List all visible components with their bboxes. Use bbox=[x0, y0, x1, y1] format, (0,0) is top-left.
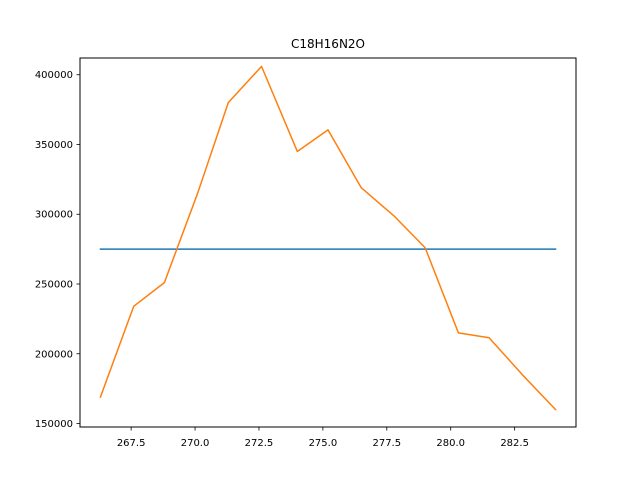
series-layer bbox=[99, 65, 557, 411]
y-tick-label: 400000 bbox=[35, 70, 73, 81]
series-line-2 bbox=[99, 65, 557, 411]
plot-frame bbox=[79, 57, 577, 428]
x-tick-label: 280.0 bbox=[436, 438, 465, 449]
x-tick-label: 270.0 bbox=[181, 438, 210, 449]
y-axis: 150000 200000 250000 300000 350000 400000 bbox=[35, 70, 80, 430]
x-tick-label: 277.5 bbox=[372, 438, 401, 449]
x-axis: 267.5 270.0 272.5 275.0 277.5 280.0 282.5 bbox=[117, 427, 529, 449]
x-tick-label: 272.5 bbox=[245, 438, 274, 449]
x-tick-label: 275.0 bbox=[309, 438, 338, 449]
y-tick-label: 250000 bbox=[35, 280, 73, 291]
y-tick-label: 150000 bbox=[35, 419, 73, 430]
y-tick-label: 350000 bbox=[35, 140, 73, 151]
x-tick-label: 267.5 bbox=[117, 438, 146, 449]
y-tick-label: 200000 bbox=[35, 349, 73, 360]
y-tick-label: 300000 bbox=[35, 210, 73, 221]
x-tick-label: 282.5 bbox=[500, 438, 529, 449]
chart-title: C18H16N2O bbox=[291, 37, 365, 51]
